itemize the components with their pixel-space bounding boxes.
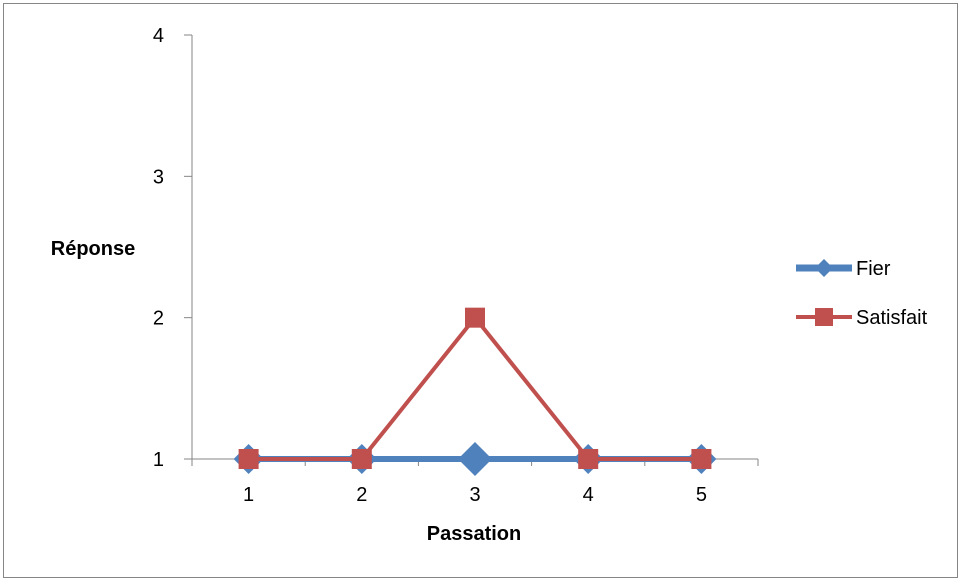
x-axis-label: Passation [427,523,521,545]
x-tick-label: 3 [469,484,480,506]
series-layer [233,307,717,476]
chart-border [3,3,958,578]
y-tick-label: 3 [153,166,164,188]
y-tick-label: 4 [153,25,164,47]
legend-label-fier: Fier [856,258,891,280]
x-tick-label: 5 [696,484,707,506]
x-tick-label: 1 [243,484,254,506]
data-point-satisfait [691,449,712,469]
x-tick-label: 2 [356,484,367,506]
data-point-satisfait [465,307,485,328]
data-point-satisfait [578,449,599,469]
y-axis-ticks: 1 2 3 4 [153,25,192,471]
x-tick-label: 4 [583,484,594,506]
legend: Fier Satisfait [796,258,928,329]
legend-label-satisfait: Satisfait [856,307,928,329]
data-point-satisfait [351,449,372,469]
data-point-satisfait [238,449,259,469]
legend-item-satisfait: Satisfait [796,307,928,329]
data-point-fier [458,442,492,476]
series-satisfait [238,307,712,469]
legend-item-fier: Fier [796,258,891,280]
legend-marker-fier [815,259,833,277]
y-tick-label: 1 [153,449,164,471]
y-axis-label: Réponse [51,238,135,260]
legend-marker-satisfait [815,308,833,326]
y-tick-label: 2 [153,308,164,330]
